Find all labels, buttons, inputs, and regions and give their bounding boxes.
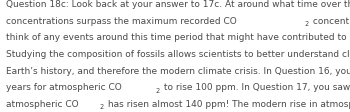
Text: to rise 100 ppm. In Question 17, you saw that over the last 150 years,: to rise 100 ppm. In Question 17, you saw…	[161, 83, 350, 92]
Text: 2: 2	[156, 88, 160, 94]
Text: concentrations surpass the maximum recorded CO: concentrations surpass the maximum recor…	[6, 17, 237, 26]
Text: Studying the composition of fossils allows scientists to better understand clima: Studying the composition of fossils allo…	[6, 50, 350, 59]
Text: 2: 2	[100, 104, 104, 110]
Text: think of any events around this time period that might have contributed to a ris: think of any events around this time per…	[6, 33, 350, 42]
Text: Earth’s history, and therefore the modern climate crisis. In Question 16, you sa: Earth’s history, and therefore the moder…	[6, 67, 350, 76]
Text: years for atmospheric CO: years for atmospheric CO	[6, 83, 122, 92]
Text: 2: 2	[304, 21, 308, 27]
Text: concentrations from the ice core record? Can you: concentrations from the ice core record?…	[309, 17, 350, 26]
Text: atmospheric CO: atmospheric CO	[6, 100, 79, 109]
Text: Question 18c: Look back at your answer to 17c. At around what time over the last: Question 18c: Look back at your answer t…	[6, 0, 350, 9]
Text: has risen almost 140 ppm! The modern rise in atmospheric: has risen almost 140 ppm! The modern ris…	[105, 100, 350, 109]
